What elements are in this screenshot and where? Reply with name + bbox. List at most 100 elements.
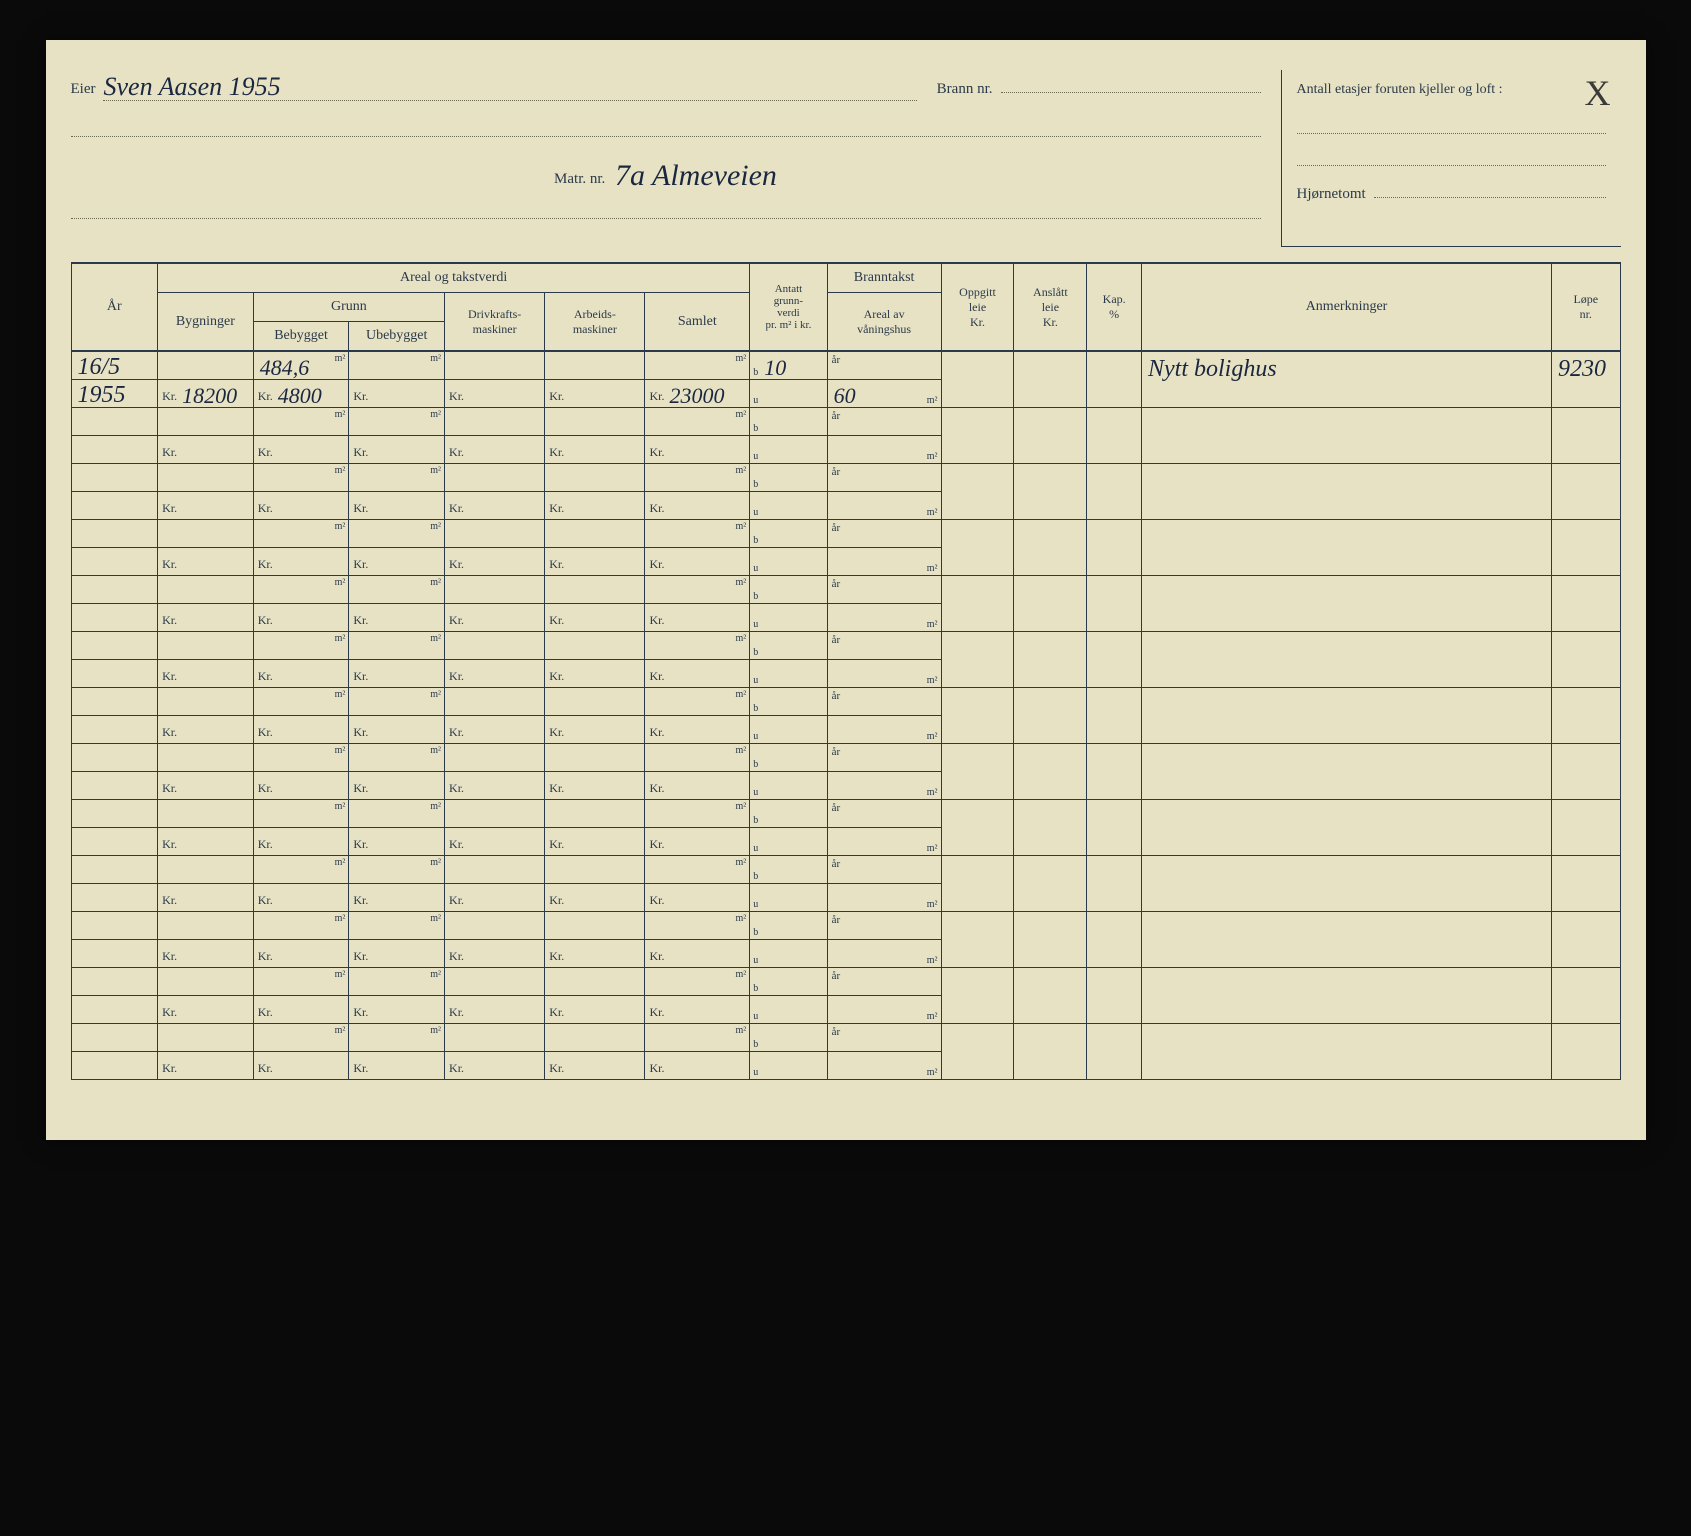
opp [941, 631, 1014, 687]
lope [1552, 855, 1620, 911]
col-drivkrafts: Drivkrafts- maskiner [445, 293, 545, 352]
arb-top [545, 463, 645, 491]
ant-b: b10 [750, 351, 827, 379]
lope [1552, 631, 1620, 687]
byg-top [158, 911, 254, 939]
ans [1014, 519, 1087, 575]
bra-m2: m² [827, 771, 941, 799]
ube-kr: Kr. [349, 1051, 445, 1079]
lope [1552, 575, 1620, 631]
opp [941, 687, 1014, 743]
arb-top [545, 351, 645, 379]
driv-top [445, 967, 545, 995]
arb-top [545, 855, 645, 883]
byg-kr: Kr. [158, 603, 254, 631]
driv-top [445, 743, 545, 771]
byg-kr: Kr. [158, 771, 254, 799]
byg-kr: Kr. [158, 939, 254, 967]
kap [1087, 351, 1142, 407]
beb-kr: Kr. [253, 435, 349, 463]
ube-kr: Kr. [349, 491, 445, 519]
bra-ar: år [827, 855, 941, 883]
opp [941, 1023, 1014, 1079]
ant-b: b [750, 911, 827, 939]
bra-m2: m² [827, 547, 941, 575]
driv-kr: Kr. [445, 659, 545, 687]
kap [1087, 799, 1142, 855]
beb-kr: Kr. [253, 603, 349, 631]
ans [1014, 407, 1087, 463]
sam-m2: m² [645, 687, 750, 715]
beb-kr: Kr. [253, 883, 349, 911]
bra-m2: m² [827, 435, 941, 463]
ant-b: b [750, 967, 827, 995]
eier-field: Eier Sven Aasen 1955 Brann nr. [71, 70, 1261, 101]
sam-m2: m² [645, 855, 750, 883]
sam-kr: Kr. [645, 995, 750, 1023]
kap [1087, 407, 1142, 463]
sam-m2: m² [645, 407, 750, 435]
ans [1014, 799, 1087, 855]
sam-kr: Kr. [645, 939, 750, 967]
table-row-top: m² m² m² b år [71, 799, 1620, 827]
ar-bot [71, 939, 158, 967]
ube-m2: m² [349, 687, 445, 715]
driv-kr: Kr. [445, 771, 545, 799]
bra-m2: m² [827, 603, 941, 631]
ar-top [71, 519, 158, 547]
col-grunn: Grunn [253, 293, 444, 322]
ube-kr: Kr. [349, 939, 445, 967]
ube-kr: Kr. [349, 827, 445, 855]
ube-m2: m² [349, 575, 445, 603]
ar-top [71, 911, 158, 939]
byg-kr: Kr. [158, 435, 254, 463]
driv-kr: Kr. [445, 547, 545, 575]
beb-m2: m² [253, 743, 349, 771]
bra-ar: år [827, 631, 941, 659]
kap [1087, 743, 1142, 799]
arb-kr: Kr. [545, 715, 645, 743]
byg-top [158, 743, 254, 771]
sam-kr: Kr. [645, 827, 750, 855]
sam-m2: m² [645, 351, 750, 379]
ant-u: u [750, 491, 827, 519]
ar-bot [71, 827, 158, 855]
byg-top [158, 855, 254, 883]
lope: 9230 [1552, 351, 1620, 407]
ar-bot [71, 603, 158, 631]
ant-u: u [750, 771, 827, 799]
table-row-top: m² m² m² b år [71, 967, 1620, 995]
corner-mark-icon: X [1585, 72, 1611, 114]
bra-m2: m² [827, 659, 941, 687]
col-bebygget: Bebygget [253, 322, 349, 352]
table-body: 16/5 m²484,6 m² m² b10 år Nytt bolighus … [71, 351, 1620, 1079]
lope [1552, 687, 1620, 743]
table-row-top: m² m² m² b år [71, 1023, 1620, 1051]
col-anm: Anmerkninger [1141, 263, 1551, 351]
table-row-top: 16/5 m²484,6 m² m² b10 år Nytt bolighus … [71, 351, 1620, 379]
ube-m2: m² [349, 519, 445, 547]
sam-m2: m² [645, 967, 750, 995]
beb-kr: Kr. [253, 939, 349, 967]
byg-top [158, 799, 254, 827]
bra-ar: år [827, 407, 941, 435]
ar-top [71, 743, 158, 771]
ar-top [71, 1023, 158, 1051]
ube-m2: m² [349, 855, 445, 883]
document-page: Eier Sven Aasen 1955 Brann nr. Matr. nr.… [46, 40, 1646, 1140]
bra-m2: m² [827, 1051, 941, 1079]
bra-ar: år [827, 1023, 941, 1051]
arb-kr: Kr. [545, 883, 645, 911]
arb-kr: Kr. [545, 939, 645, 967]
col-areal-van: Areal av våningshus [827, 293, 941, 352]
byg-top [158, 1023, 254, 1051]
byg-kr: Kr. [158, 1051, 254, 1079]
bra-ar: år [827, 911, 941, 939]
ant-u: u [750, 435, 827, 463]
ans [1014, 631, 1087, 687]
table-row-top: m² m² m² b år [71, 463, 1620, 491]
byg-top [158, 407, 254, 435]
bra-ar: år [827, 743, 941, 771]
ant-b: b [750, 407, 827, 435]
sam-kr: Kr.23000 [645, 379, 750, 407]
